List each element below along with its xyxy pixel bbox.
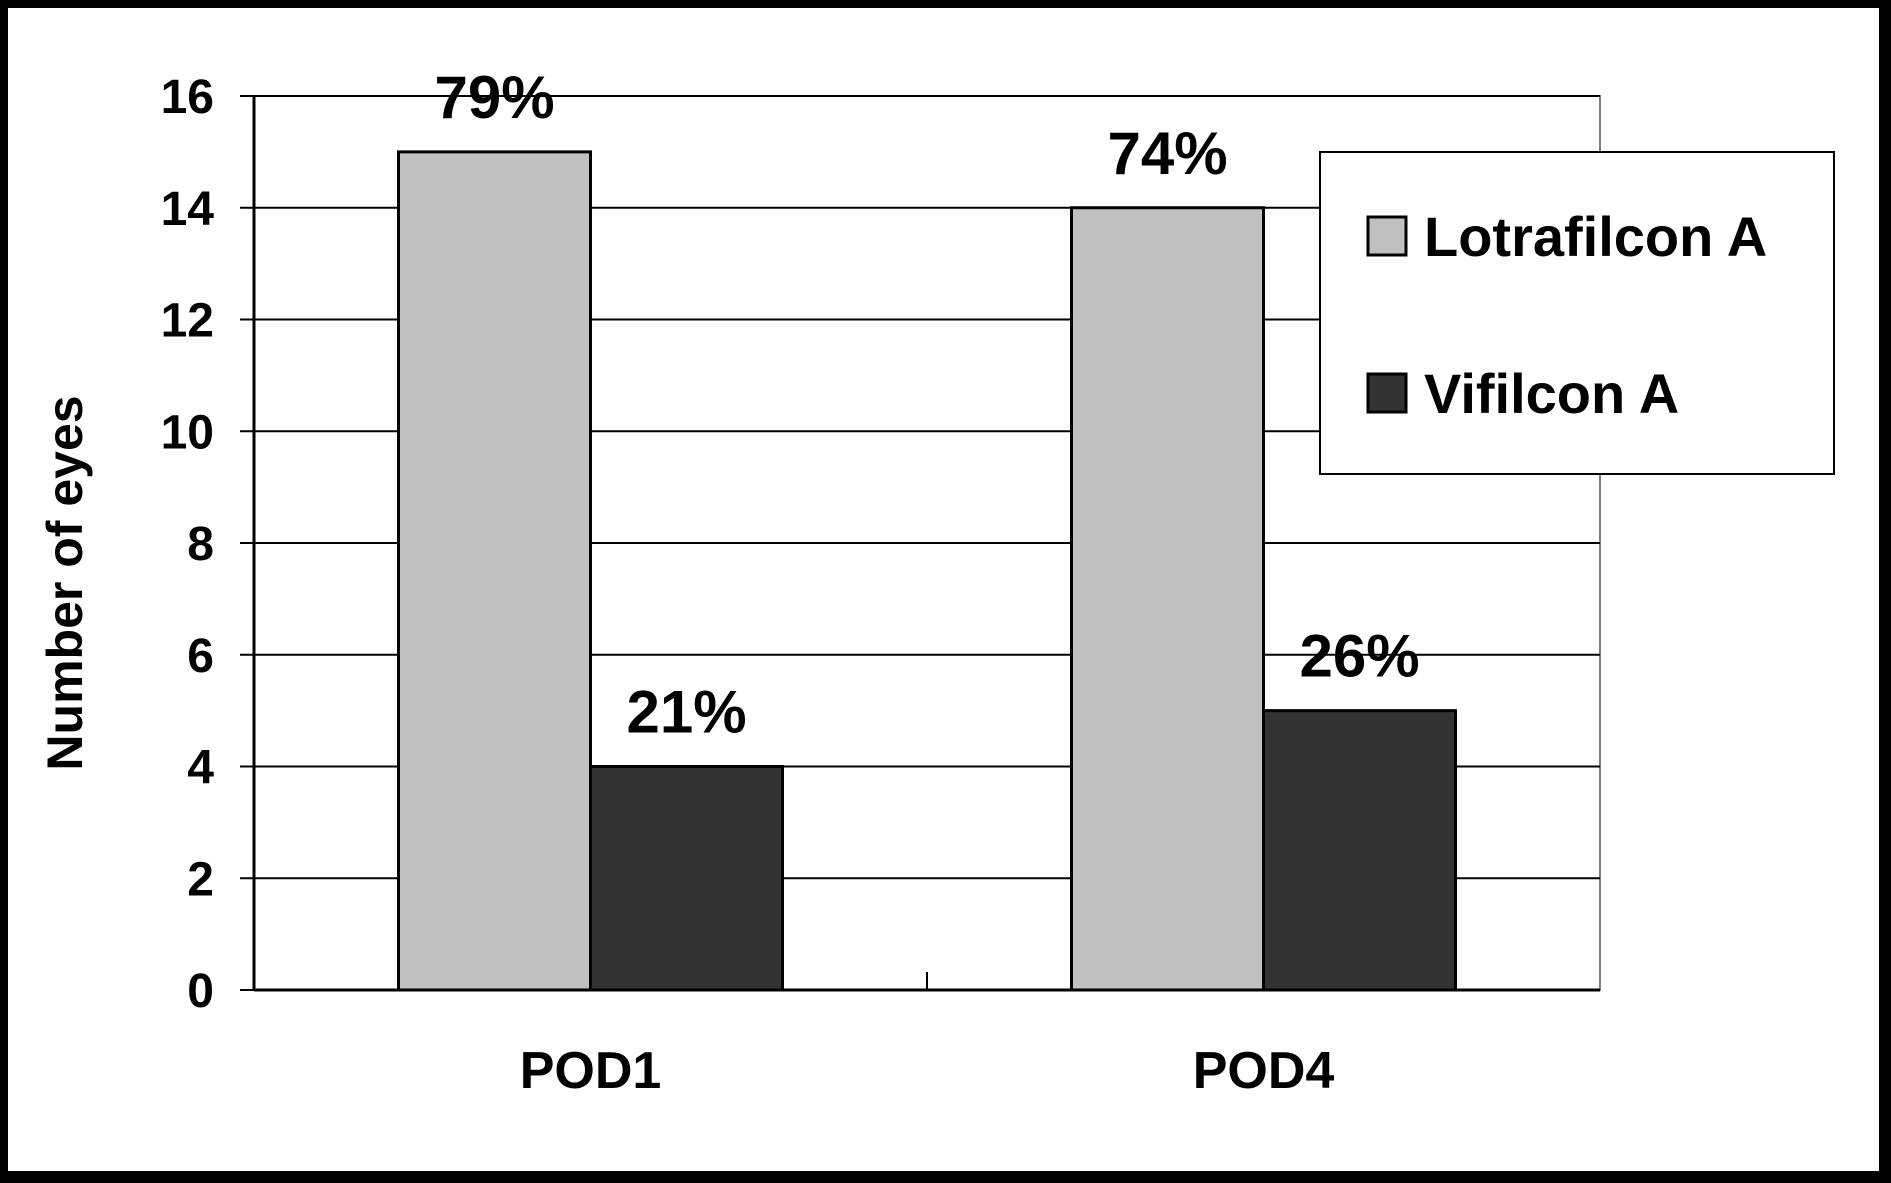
y-tick-label: 2 bbox=[187, 853, 214, 906]
bar-chart: 0 2 4 6 8 10 12 14 16 79% 21% POD1 74% 26% POD4 Number… bbox=[37, 64, 1835, 1100]
x-tick-label: POD4 bbox=[1193, 1042, 1335, 1100]
legend-swatch bbox=[1366, 215, 1408, 257]
axes: 0 2 4 6 8 10 12 14 16 bbox=[161, 71, 1600, 1018]
bar-lotrafilcon-a-pod1 bbox=[397, 150, 592, 992]
bar-lotrafilcon-a-pod4 bbox=[1070, 206, 1265, 992]
y-tick-label: 0 bbox=[187, 965, 214, 1018]
y-tick-label: 14 bbox=[161, 183, 215, 236]
bars bbox=[397, 150, 1457, 992]
data-label: 74% bbox=[1107, 120, 1227, 187]
bar-vifilcon-a-pod1 bbox=[589, 765, 784, 992]
y-tick-label: 4 bbox=[187, 742, 214, 795]
data-label: 21% bbox=[626, 679, 746, 746]
legend-swatch bbox=[1366, 372, 1408, 414]
y-tick-label: 8 bbox=[187, 518, 214, 571]
legend-box bbox=[1319, 151, 1835, 475]
labels: 79% 21% POD1 74% 26% POD4 Number of eyes bbox=[37, 64, 1420, 1100]
legend: Lotrafilcon A Vifilcon A bbox=[1319, 151, 1835, 475]
y-tick-label: 12 bbox=[161, 295, 214, 348]
data-label: 79% bbox=[434, 64, 554, 131]
y-axis-title: Number of eyes bbox=[37, 395, 93, 770]
bar-vifilcon-a-pod4 bbox=[1262, 709, 1457, 992]
legend-label: Lotrafilcon A bbox=[1424, 205, 1767, 268]
data-label: 26% bbox=[1299, 623, 1419, 690]
y-tick-label: 16 bbox=[161, 71, 214, 124]
x-tick-label: POD1 bbox=[520, 1042, 662, 1100]
y-tick-label: 10 bbox=[161, 406, 214, 459]
chart-frame: 0 2 4 6 8 10 12 14 16 79% 21% POD1 74% 26% POD4 Number… bbox=[8, 8, 1879, 1171]
legend-label: Vifilcon A bbox=[1424, 362, 1679, 425]
y-tick-label: 6 bbox=[187, 630, 214, 683]
